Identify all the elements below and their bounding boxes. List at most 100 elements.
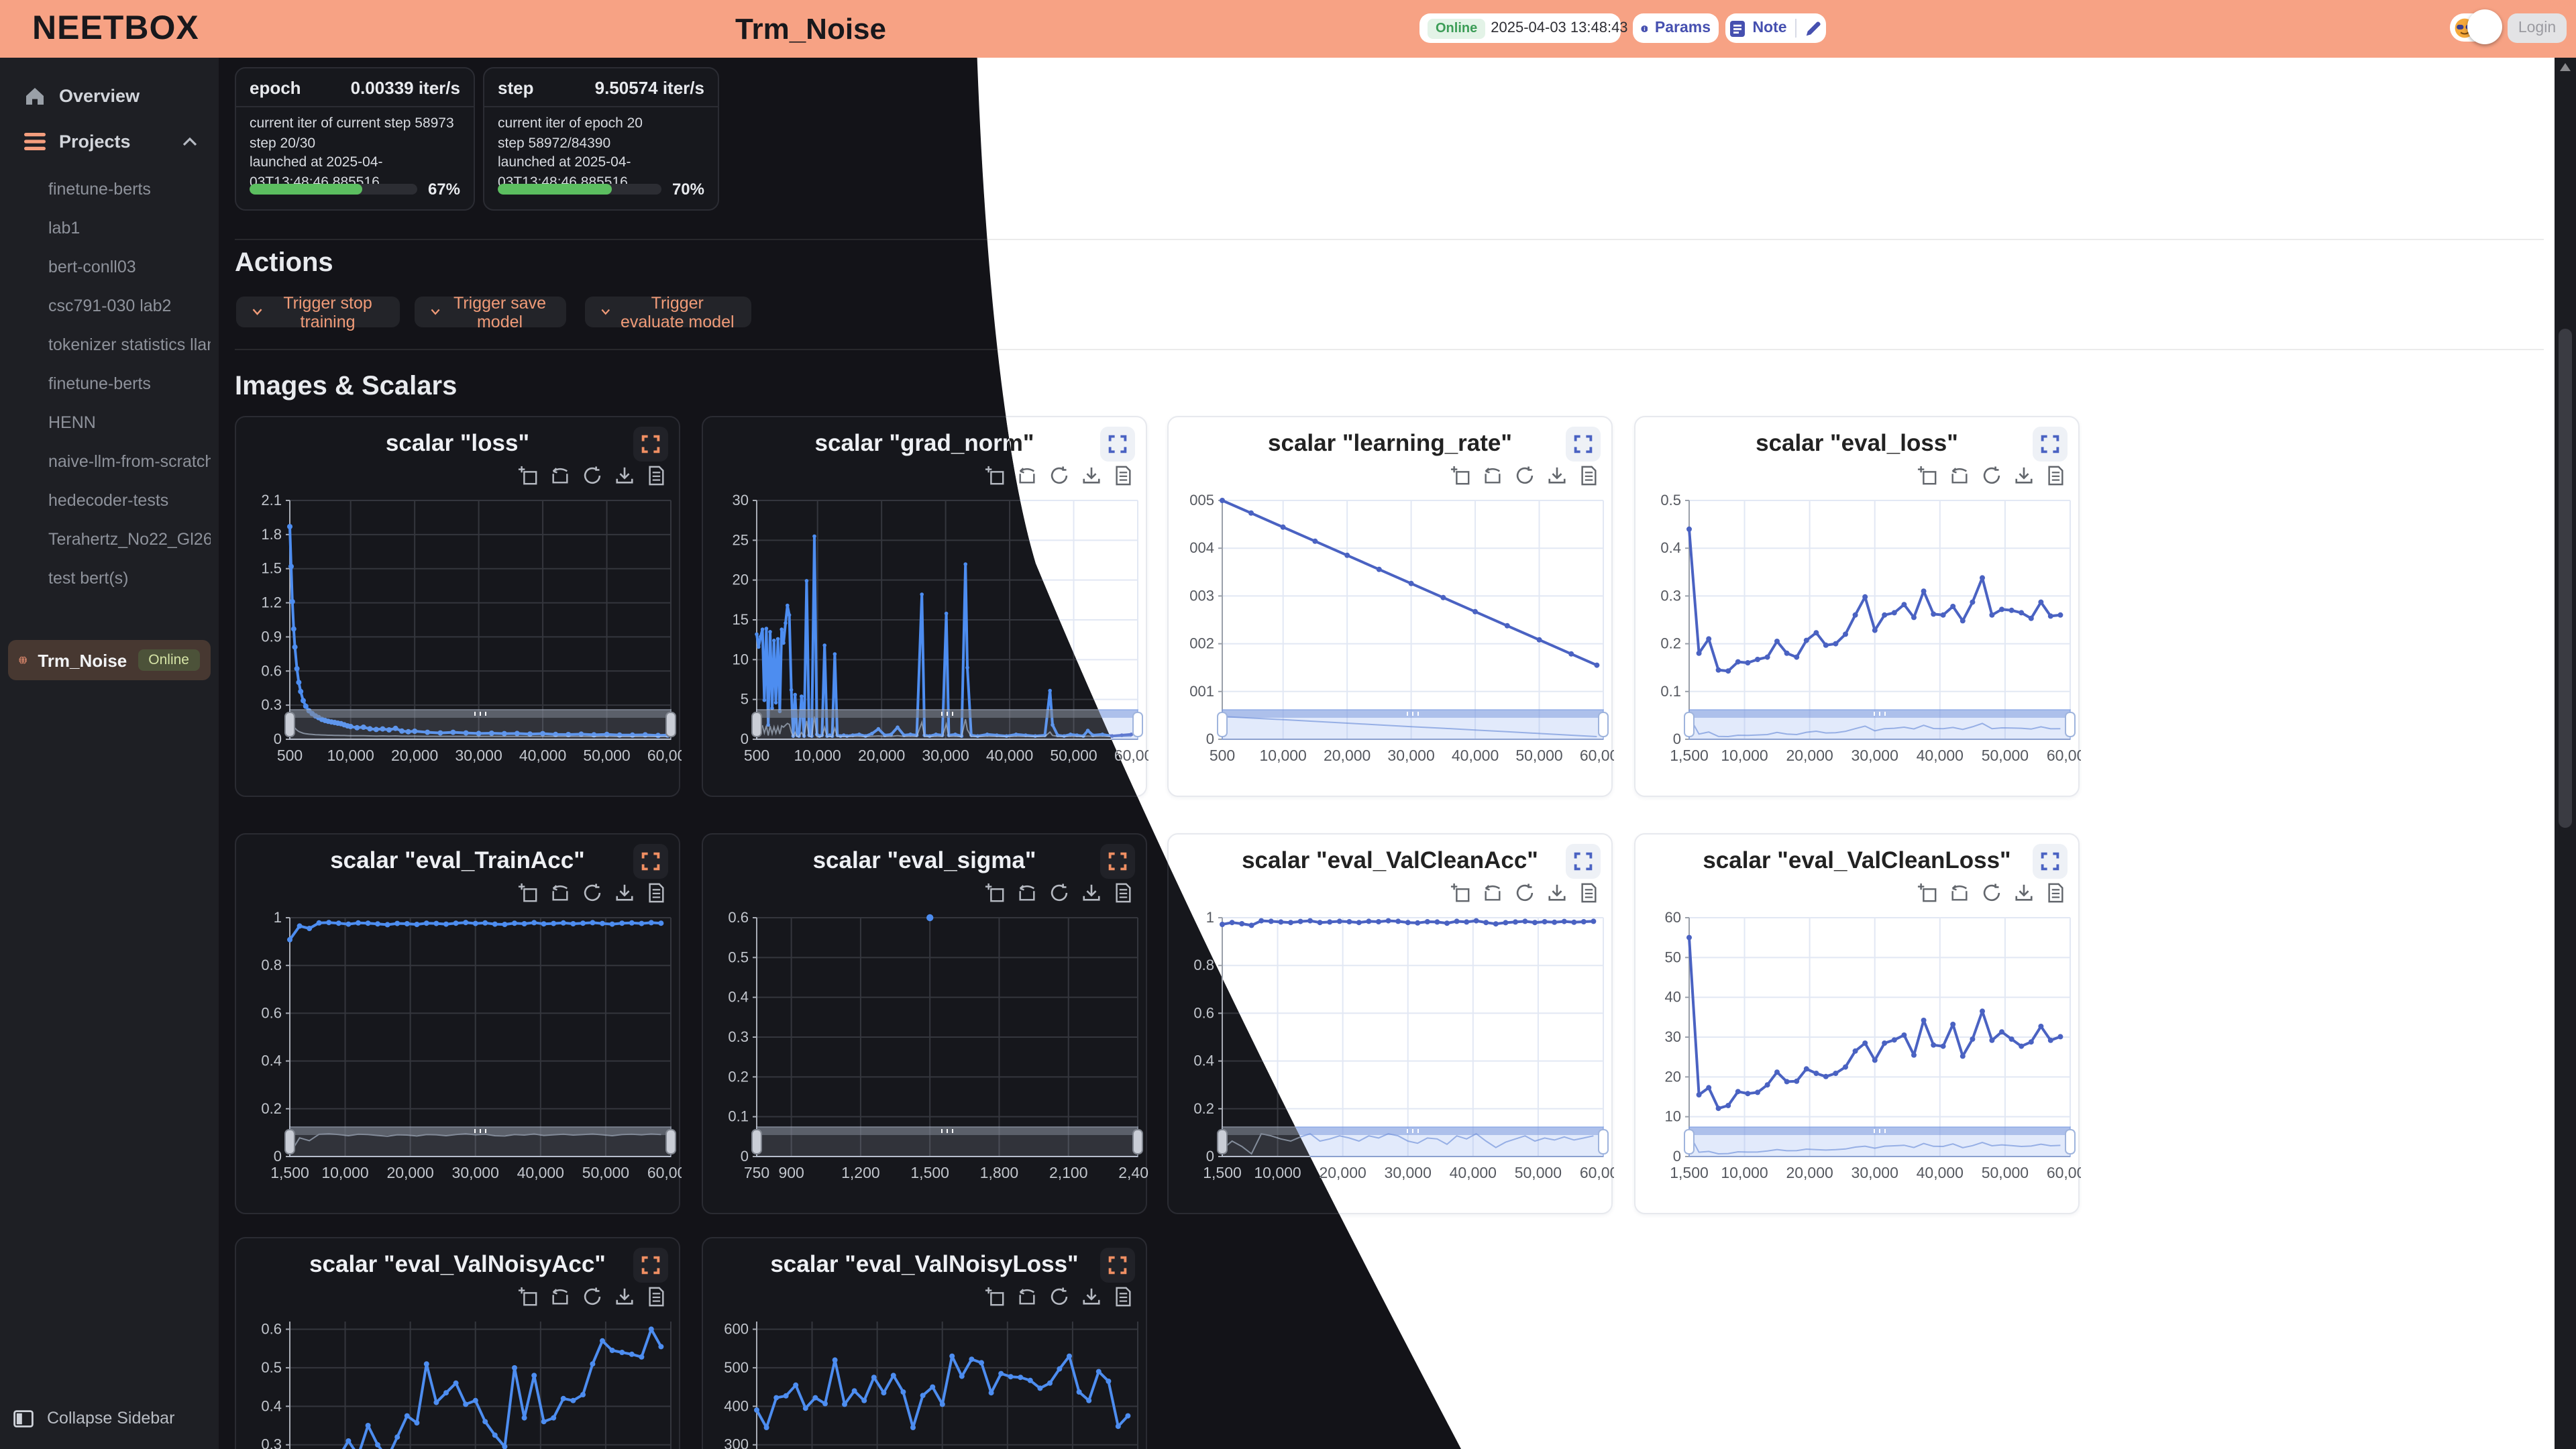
refresh-icon[interactable] <box>1515 466 1535 486</box>
sidebar-project-item[interactable]: tokenizer statistics llama… <box>48 335 211 354</box>
zoom-select-icon[interactable] <box>518 1287 538 1307</box>
scalar-plot[interactable]: 0 0.1 0.2 0.3 0.4 0.5 1,500 10,000 20,000 30,000 4… <box>1635 490 2081 793</box>
download-icon[interactable] <box>1081 466 1102 486</box>
theme-toggle[interactable] <box>2450 9 2502 44</box>
scrollbar[interactable] <box>2555 58 2576 1449</box>
sidebar-project-item[interactable]: test bert(s) <box>48 569 129 588</box>
svg-text:0.4: 0.4 <box>1193 1053 1214 1069</box>
download-icon[interactable] <box>2014 466 2034 486</box>
pencil-icon[interactable] <box>1805 19 1822 37</box>
zoom-select-icon[interactable] <box>518 466 538 486</box>
scalar-plot[interactable]: 0 0.2 0.4 0.6 0.8 1 1,500 10,000 20,000 30,000 40,… <box>236 907 682 1210</box>
sidebar-project-item[interactable]: finetune-berts <box>48 180 151 199</box>
data-view-icon[interactable] <box>647 466 665 486</box>
zoom-restore-icon[interactable] <box>550 883 570 903</box>
collapse-sidebar-button[interactable]: Collapse Sidebar <box>13 1409 174 1428</box>
refresh-icon[interactable] <box>1049 1287 1069 1307</box>
fullscreen-button[interactable] <box>1100 427 1135 462</box>
zoom-restore-icon[interactable] <box>1017 466 1037 486</box>
download-icon[interactable] <box>2014 883 2034 903</box>
data-view-icon[interactable] <box>1114 466 1132 486</box>
data-view-icon[interactable] <box>2046 883 2065 903</box>
refresh-icon[interactable] <box>1982 883 2002 903</box>
refresh-icon[interactable] <box>1049 883 1069 903</box>
refresh-icon[interactable] <box>582 883 602 903</box>
scroll-up-arrow-icon[interactable] <box>2560 63 2571 71</box>
sidebar-item-active-project[interactable]: Trm_Noise Online <box>8 640 211 680</box>
download-icon[interactable] <box>1081 1287 1102 1307</box>
download-icon[interactable] <box>1547 466 1567 486</box>
metric-name: step <box>498 77 534 97</box>
zoom-select-icon[interactable] <box>1450 883 1470 903</box>
sidebar-project-item[interactable]: Terahertz_No22_Gl261_gl… <box>48 530 211 549</box>
download-icon[interactable] <box>1547 883 1567 903</box>
zoom-restore-icon[interactable] <box>550 1287 570 1307</box>
action-button-1[interactable]: Trigger save model <box>415 293 566 331</box>
zoom-select-icon[interactable] <box>1917 466 1937 486</box>
zoom-restore-icon[interactable] <box>1017 1287 1037 1307</box>
zoom-restore-icon[interactable] <box>1483 466 1503 486</box>
sidebar-project-item[interactable]: bert-conll03 <box>48 258 136 276</box>
data-view-icon[interactable] <box>1579 883 1598 903</box>
action-button-0[interactable]: Trigger stop training <box>236 293 400 331</box>
scalar-plot[interactable]: 0 0.3 0.6 0.9 1.2 1.5 1.8 2.1 500 10,000 20,000 30,… <box>236 490 682 793</box>
sidebar-project-item[interactable]: csc791-030 lab2 <box>48 297 172 315</box>
sidebar-project-item[interactable]: naive-llm-from-scratch <box>48 452 211 471</box>
sidebar-project-item[interactable]: hedecoder-tests <box>48 491 169 510</box>
fullscreen-button[interactable] <box>1100 1248 1135 1283</box>
data-view-icon[interactable] <box>1579 466 1598 486</box>
download-icon[interactable] <box>614 1287 635 1307</box>
refresh-icon[interactable] <box>1049 466 1069 486</box>
sidebar-item-overview[interactable]: Overview <box>11 76 208 114</box>
scalar-plot[interactable]: 00.10.20.30.40.50.61,50010,00020,00030,0… <box>236 1311 682 1449</box>
fullscreen-button[interactable] <box>633 1248 668 1283</box>
data-view-icon[interactable] <box>2046 466 2065 486</box>
note-button[interactable]: Note <box>1729 19 1787 37</box>
zoom-restore-icon[interactable] <box>1483 883 1503 903</box>
note-button-group: Note <box>1725 13 1826 43</box>
data-view-icon[interactable] <box>647 1287 665 1307</box>
data-view-icon[interactable] <box>1114 1287 1132 1307</box>
scalar-plot[interactable]: 0 0.1 0.2 0.3 0.4 0.5 0.6 750 900 1,200 1,500 1,800… <box>703 907 1148 1210</box>
run-selector[interactable]: Online 2025-04-03 13:48:43 <box>1419 13 1628 43</box>
zoom-select-icon[interactable] <box>1450 466 1470 486</box>
download-icon[interactable] <box>614 466 635 486</box>
chart-card-scalareval_ValNoisyLoss: scalar "eval_ValNoisyLoss"01002003004005… <box>702 1237 1147 1449</box>
svg-text:50,000: 50,000 <box>1050 747 1097 764</box>
download-icon[interactable] <box>1081 883 1102 903</box>
action-button-2[interactable]: Trigger evaluate model <box>585 293 751 331</box>
zoom-restore-icon[interactable] <box>1017 883 1037 903</box>
refresh-icon[interactable] <box>582 1287 602 1307</box>
zoom-select-icon[interactable] <box>518 883 538 903</box>
params-button[interactable]: Params <box>1633 13 1719 43</box>
fullscreen-button[interactable] <box>633 844 668 879</box>
data-view-icon[interactable] <box>1114 883 1132 903</box>
zoom-select-icon[interactable] <box>985 883 1005 903</box>
fullscreen-button[interactable] <box>2033 427 2068 462</box>
sidebar-project-item[interactable]: finetune-berts <box>48 374 151 393</box>
zoom-select-icon[interactable] <box>985 1287 1005 1307</box>
refresh-icon[interactable] <box>582 466 602 486</box>
sidebar-project-item[interactable]: HENN <box>48 413 96 432</box>
refresh-icon[interactable] <box>1515 883 1535 903</box>
sidebar-project-item[interactable]: lab1 <box>48 219 80 237</box>
scalar-plot[interactable]: 01002003004005006001,50010,00020,00030,0… <box>703 1311 1148 1449</box>
data-view-icon[interactable] <box>647 883 665 903</box>
fullscreen-button[interactable] <box>2033 844 2068 879</box>
fullscreen-button[interactable] <box>633 427 668 462</box>
zoom-restore-icon[interactable] <box>1949 883 1970 903</box>
scrollbar-thumb[interactable] <box>2559 329 2572 828</box>
zoom-restore-icon[interactable] <box>550 466 570 486</box>
sidebar-item-projects[interactable]: Projects <box>11 122 208 160</box>
refresh-icon[interactable] <box>1982 466 2002 486</box>
scalar-plot[interactable]: 0 10 20 30 40 50 60 1,500 10,000 20,000 30,000 40,0… <box>1635 907 2081 1210</box>
login-button[interactable]: Login <box>2508 13 2567 43</box>
fullscreen-button[interactable] <box>1566 844 1601 879</box>
fullscreen-button[interactable] <box>1100 844 1135 879</box>
zoom-select-icon[interactable] <box>985 466 1005 486</box>
fullscreen-button[interactable] <box>1566 427 1601 462</box>
zoom-restore-icon[interactable] <box>1949 466 1970 486</box>
scalar-plot[interactable]: 0 001 002 003 004 005 500 10,000 20,000 30,000 40,… <box>1169 490 1614 793</box>
zoom-select-icon[interactable] <box>1917 883 1937 903</box>
download-icon[interactable] <box>614 883 635 903</box>
